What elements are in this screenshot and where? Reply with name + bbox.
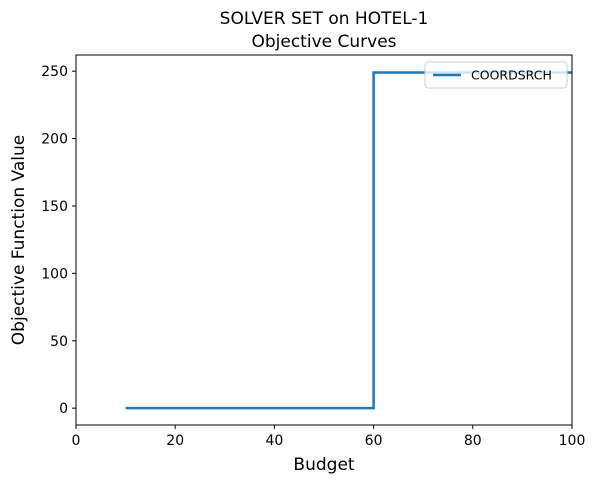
x-tick-label: 100 xyxy=(559,433,586,449)
x-tick-label: 0 xyxy=(72,433,81,449)
series-line-coordsrch xyxy=(125,71,572,410)
x-axis-ticks: 0 20 40 60 80 100 xyxy=(72,425,586,449)
y-axis-ticks: 0 50 100 150 200 250 xyxy=(41,64,76,417)
x-tick-label: 60 xyxy=(365,433,383,449)
x-tick-label: 20 xyxy=(166,433,184,449)
chart-title-line2: Objective Curves xyxy=(251,32,396,52)
x-axis-label: Budget xyxy=(293,455,354,475)
y-tick-label: 50 xyxy=(50,334,68,350)
plot-frame xyxy=(75,54,573,426)
x-tick-label: 80 xyxy=(464,433,482,449)
y-axis-label: Objective Function Value xyxy=(9,135,29,345)
y-tick-label: 200 xyxy=(41,132,68,148)
legend-box xyxy=(424,61,568,89)
x-tick-label: 40 xyxy=(265,433,283,449)
plot-area: 0 20 40 60 80 100 0 50 100 150 200 250 xyxy=(41,54,586,449)
y-tick-label: 100 xyxy=(41,266,68,282)
y-tick-label: 150 xyxy=(41,199,68,215)
y-tick-label: 250 xyxy=(41,64,68,80)
legend-label: COORDSRCH xyxy=(471,68,552,83)
series-layer xyxy=(125,71,572,410)
chart-title-line1: SOLVER SET on HOTEL-1 xyxy=(220,9,429,29)
y-tick-label: 0 xyxy=(59,401,68,417)
legend: COORDSRCH xyxy=(424,61,568,89)
